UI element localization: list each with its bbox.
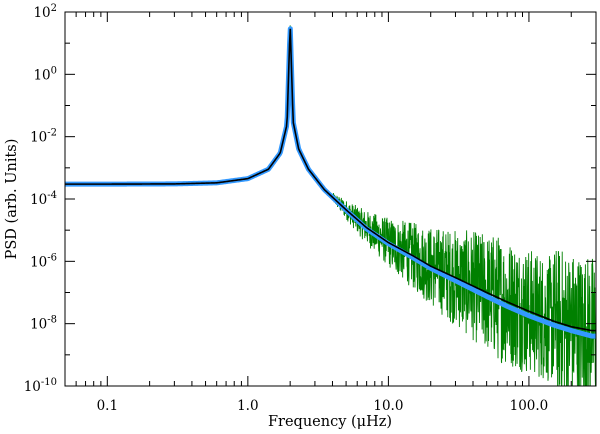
y-tick-labels: 10-10 10-8 10-6 10-4 10-2 100 102 [24,3,57,395]
y-tick-label: 102 [33,3,57,21]
x-tick-label: 10.0 [373,398,403,414]
y-tick-label: 10-4 [30,190,57,208]
y-tick-label: 10-8 [30,315,57,333]
x-tick-labels: 0.1 1.0 10.0 100.0 [97,398,549,414]
x-tick-label: 100.0 [510,398,549,414]
x-tick-label: 1.0 [237,398,258,414]
tick-layer [64,11,597,387]
x-tick-label: 0.1 [97,398,118,414]
y-tick-label: 10-2 [30,128,57,146]
y-tick-label: 10-10 [24,377,57,395]
x-axis-title: Frequency (μHz) [268,414,392,430]
y-tick-label: 10-6 [30,252,57,270]
series-line [65,28,596,332]
y-tick-label: 100 [33,65,57,83]
series-layer [65,25,596,386]
y-axis-title: PSD (arb. Units) [4,139,20,260]
